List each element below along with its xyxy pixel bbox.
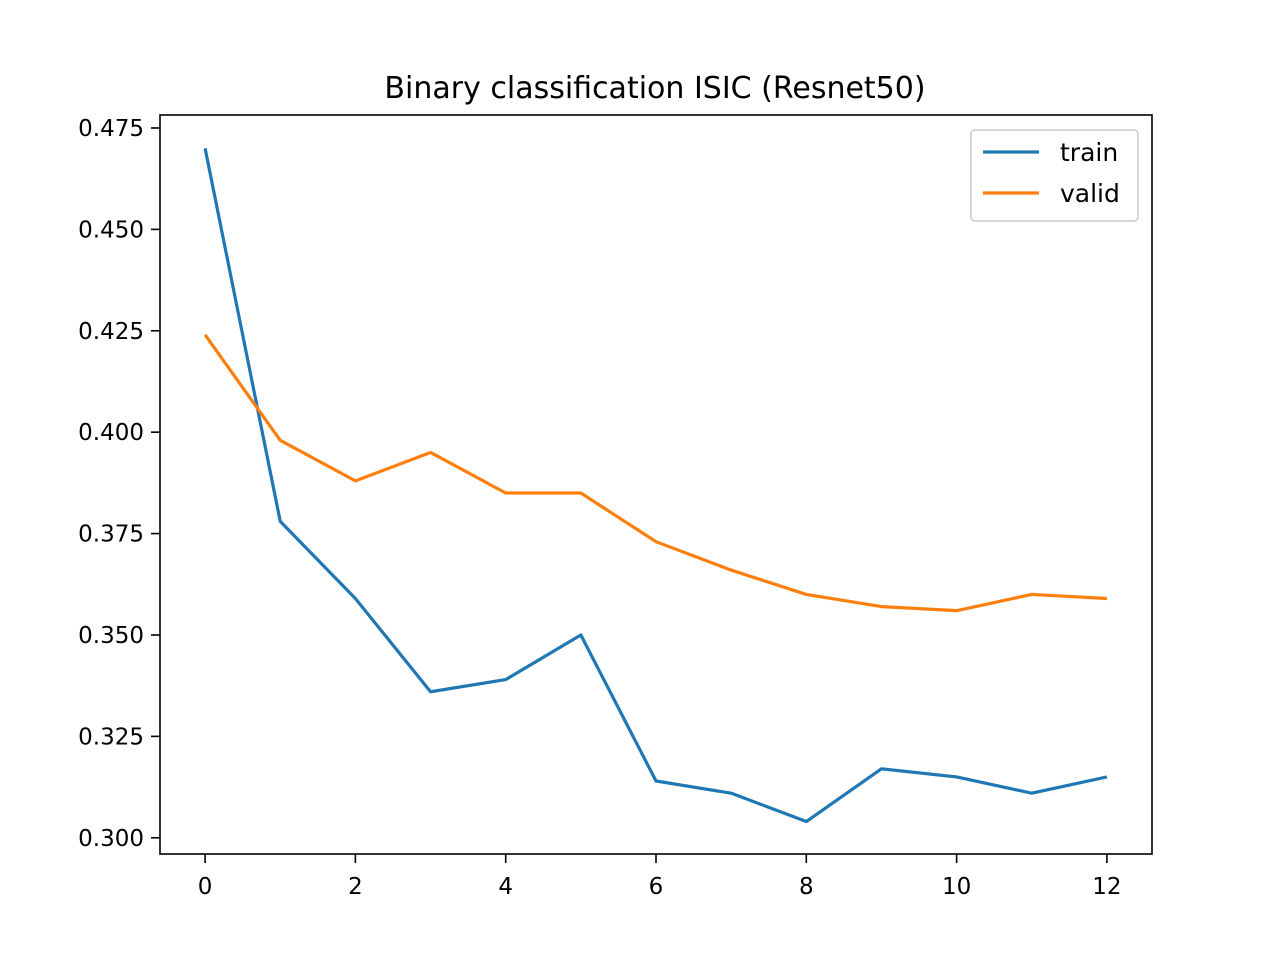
legend: train valid	[970, 129, 1139, 222]
x-tick-label: 2	[348, 874, 363, 900]
y-tick-label: 0.350	[78, 623, 144, 649]
chart-title: Binary classification ISIC (Resnet50)	[384, 71, 925, 106]
x-tick-label: 6	[649, 874, 664, 900]
y-tick-label: 0.450	[78, 217, 144, 243]
legend-label-valid: valid	[1060, 179, 1120, 208]
x-tick-label: 0	[198, 874, 213, 900]
x-tick-label: 4	[498, 874, 513, 900]
x-tick-label: 8	[799, 874, 814, 900]
y-tick-label: 0.325	[78, 724, 144, 750]
y-tick-label: 0.425	[78, 319, 144, 345]
legend-label-train: train	[1060, 138, 1118, 167]
x-tick-label: 10	[942, 874, 971, 900]
x-tick-label: 12	[1092, 874, 1121, 900]
series-line-valid	[203, 333, 1107, 613]
x-axis: 0 2 4 6 8 10 12	[198, 854, 1122, 900]
y-tick-label: 0.475	[78, 116, 144, 142]
series-lines	[203, 147, 1108, 824]
y-tick-label: 0.300	[78, 826, 144, 852]
y-tick-label: 0.400	[78, 420, 144, 446]
series-line-train	[203, 147, 1108, 824]
y-tick-label: 0.375	[78, 522, 144, 548]
y-axis: 0.300 0.325 0.350 0.375 0.400 0.425 0.450 0.475	[78, 116, 160, 852]
